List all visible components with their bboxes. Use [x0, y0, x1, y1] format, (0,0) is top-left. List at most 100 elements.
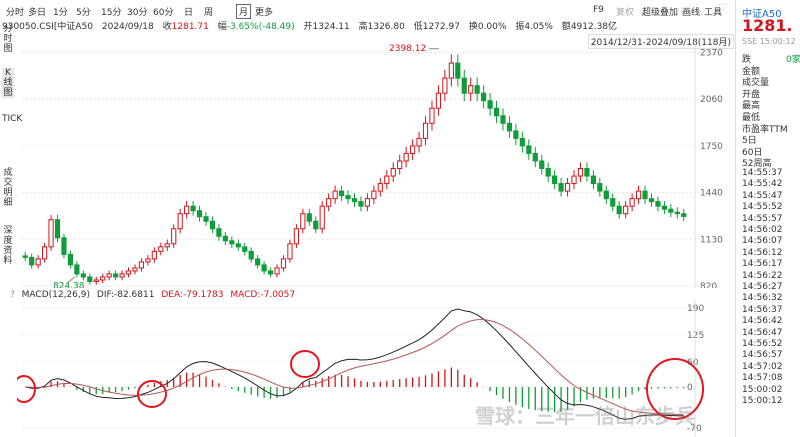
macd-axis-label: 125 [687, 331, 704, 341]
index-code: 930050.CSI[中证A50 [2, 22, 93, 32]
max-label: 2398.12 [389, 44, 426, 54]
period-tab-10[interactable]: 更多 [255, 8, 274, 18]
tick-time: 14:55:42 [742, 179, 783, 190]
toolbar-btn-4[interactable]: 工具 [704, 8, 723, 18]
period-tab-9[interactable]: 月 [236, 4, 252, 19]
period-tab-6[interactable]: 60分 [153, 8, 174, 18]
kline-chart[interactable]: 2370 2060 1750 1440 1130 820 2398.12 824.38 [17, 40, 735, 288]
tick-time: 14:56:52 [742, 339, 783, 349]
turnover-label: 换 [468, 22, 478, 32]
sidenav-item-2[interactable]: TICK [2, 114, 23, 124]
candle [332, 190, 338, 200]
candle [48, 219, 54, 248]
panel-field-7: 5日 [742, 133, 757, 146]
candle [229, 240, 235, 245]
y-tick-label: 1130 [700, 235, 723, 245]
macd-axis-label: 190 [687, 304, 704, 314]
period-tab-0[interactable]: 分时 [6, 8, 25, 18]
candle [93, 279, 99, 282]
candle [300, 213, 306, 230]
panel-field-4: 最高 [742, 98, 760, 111]
candle [67, 253, 74, 266]
macd-axis-label: -70 [687, 424, 702, 434]
candle [255, 258, 261, 266]
sidenav-item-3[interactable]: 成交明细 [3, 168, 13, 208]
min-label: 824.38 [53, 281, 85, 288]
candle [481, 92, 487, 102]
tick-time: 14:57:08 [742, 373, 783, 384]
panel-field-0: 跌 0家 [742, 52, 800, 65]
candle [171, 228, 177, 245]
tick-time: 14:55:37 [742, 168, 783, 178]
panel-field-9: 52周高 [742, 156, 771, 169]
candle [577, 168, 584, 177]
tick-time: 15:00:02 [742, 384, 783, 395]
candle [448, 62, 454, 79]
macd-value: -7.0057 [260, 290, 296, 300]
candle [397, 160, 403, 170]
candle [132, 267, 138, 272]
min-pointer [66, 276, 76, 284]
candle [468, 85, 474, 94]
panel-field-label: 市盈率TTM [742, 124, 788, 135]
candle [597, 183, 603, 192]
amplitude-value: 4.05% [524, 22, 553, 32]
toolbar-btn-0[interactable]: F9 [593, 5, 604, 15]
y-tick-label: 820 [700, 282, 717, 288]
toolbar-btn-1[interactable]: 复权 [616, 8, 635, 18]
panel-field-2: 成交量 [742, 75, 769, 88]
dea-line [25, 319, 684, 416]
candle [358, 201, 364, 207]
candle [190, 205, 196, 212]
tick-time: 14:55:47 [742, 190, 783, 201]
macd-chart[interactable]: 190 125 60 0 -70 [17, 300, 735, 437]
annotation-circle [17, 375, 36, 403]
help-icon[interactable]: ? [10, 290, 15, 300]
amplitude-label: 振 [515, 22, 525, 32]
macd-axis-label: 0 [687, 383, 693, 393]
candle [422, 122, 429, 139]
candle [532, 152, 538, 162]
sidenav-item-0[interactable]: 分时图 [3, 24, 13, 54]
candle [558, 183, 564, 192]
close-label: 收 [162, 22, 172, 32]
candle [403, 152, 409, 162]
candle [629, 198, 635, 207]
heart-icon[interactable]: ♡ [718, 3, 727, 14]
period-tab-7[interactable]: 日 [184, 8, 194, 18]
candle [248, 250, 254, 260]
dea-label: DEA: [161, 290, 183, 300]
dif-label: DIF: [96, 290, 114, 300]
candle [125, 270, 132, 275]
tick-time: 14:57:02 [742, 361, 783, 372]
candle [306, 213, 312, 222]
period-tab-8[interactable]: 周 [204, 8, 214, 18]
macd-name[interactable]: MACD(12,26,9) [21, 290, 91, 300]
period-tab-3[interactable]: 5分 [76, 8, 91, 18]
candle [519, 137, 525, 147]
panel-field-label: 5日 [742, 136, 757, 147]
period-tab-2[interactable]: 1分 [53, 8, 68, 18]
tick-time: 14:56:17 [742, 259, 783, 270]
panel-field-5: 最低 [742, 110, 760, 123]
quote-panel: 中证A50 1281. SSE 15:00:12 跌 0家 金额 成交量 开盘 最高 最低市… [735, 0, 800, 437]
period-tab-5[interactable]: 30分 [127, 8, 148, 18]
period-tab-1[interactable]: 多日 [28, 8, 47, 18]
quote-date: 2024/09/18 [101, 22, 154, 32]
candle [145, 258, 151, 263]
tick-time: 14:56:27 [742, 282, 783, 292]
panel-field-label: 52周高 [742, 159, 772, 170]
tick-time: 15:00:12 [742, 396, 783, 406]
toolbar-btn-3[interactable]: 画线 [682, 8, 701, 18]
candle [539, 160, 545, 170]
toolbar-btn-2[interactable]: 超级叠加 [642, 8, 679, 18]
period-tab-4[interactable]: 15分 [101, 8, 122, 18]
panel-index-name[interactable]: 中证A50 [742, 9, 782, 20]
candle [655, 201, 661, 207]
sidenav-item-4[interactable]: 深度资料 [3, 226, 13, 266]
date-range[interactable]: 2014/12/31-2024/09/18(118月) [587, 34, 734, 49]
amount-label: 额 [561, 22, 571, 32]
sidenav-item-1[interactable]: K线图 [2, 68, 14, 98]
high-label: 高 [358, 22, 368, 32]
candle [351, 198, 358, 203]
